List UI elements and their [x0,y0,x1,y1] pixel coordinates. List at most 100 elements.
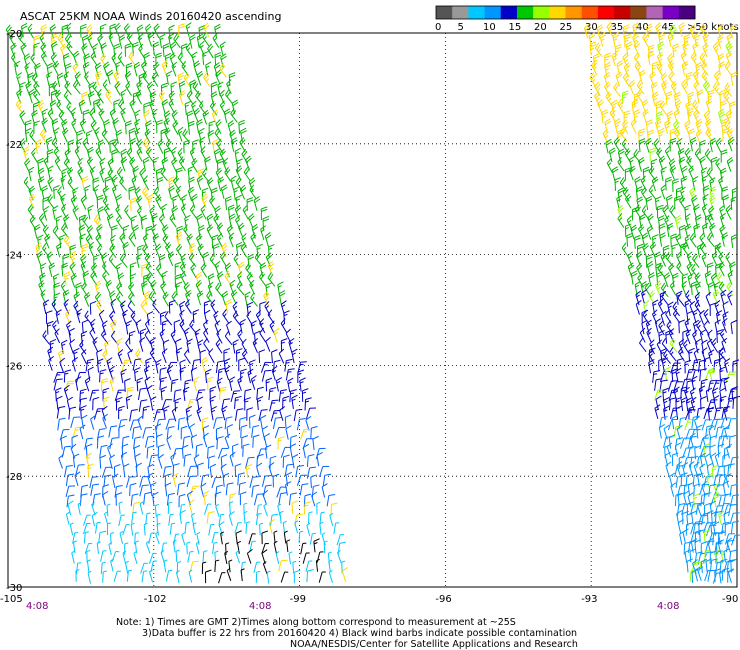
wind-barb [230,108,238,123]
wind-barb [48,356,55,371]
wind-barb [696,320,704,336]
wind-barb [179,261,187,277]
wind-barb [53,185,60,199]
wind-barb [102,490,109,506]
wind-barb [705,291,712,307]
wind-barb [209,195,216,211]
wind-barb [91,262,98,278]
wind-barb [638,213,646,229]
wind-barb [153,23,160,39]
wind-barb [165,569,173,582]
wind-barb [81,175,89,191]
wind-barb [138,43,145,59]
note-line-1: Note: 1) Times are GMT 2)Times along bot… [116,617,516,628]
lat-tick-label: -22 [6,140,22,151]
wind-barb [220,53,227,69]
wind-barb [663,405,670,420]
wind-barb [53,127,60,142]
wind-barb [173,533,180,546]
wind-barb [249,184,257,200]
wind-barb [96,435,105,449]
wind-barb [161,348,168,364]
wind-barb [200,204,207,220]
wind-barb [263,503,268,517]
wind-barb [29,129,38,145]
wind-barb [62,127,69,143]
wind-barb [179,309,185,325]
wind-barb [54,89,62,105]
wind-barb [97,206,105,221]
wind-barb [127,300,136,315]
legend-label: 45 [662,22,675,33]
wind-barb [258,271,267,287]
wind-barb [682,528,689,543]
wind-barb [188,252,197,268]
wind-barb [143,52,151,67]
wind-barb [142,243,150,259]
wind-barb [202,168,210,183]
wind-barb [183,349,191,364]
wind-barb [132,165,140,181]
wind-barb [672,308,681,324]
wind-barb [262,489,269,505]
wind-barbs [5,21,740,584]
legend-swatch [646,6,664,19]
wind-barb [337,550,342,564]
wind-barb [237,540,242,554]
wind-barb [255,570,261,584]
wind-barb [63,90,72,105]
wind-barb [129,262,137,276]
wind-barb [229,451,236,467]
lat-tick-label: -30 [6,583,22,594]
wind-barb [288,492,297,506]
wind-barb [203,300,211,314]
wind-barb [189,423,196,438]
wind-barb [671,272,679,287]
legend-swatch [452,6,469,19]
wind-barb [176,243,183,259]
wind-barb [92,177,100,191]
wind-barb [691,263,699,279]
wind-barb [109,290,116,306]
wind-barb [717,34,724,49]
wind-barb [79,118,87,134]
wind-barb [122,241,130,257]
wind-barb [638,224,645,240]
wind-barb [250,375,257,390]
grid-lines [8,33,737,587]
wind-barb [677,292,686,308]
wind-barb [61,118,68,134]
wind-barb [686,71,693,86]
wind-barb [318,571,326,583]
wind-barb [33,34,40,49]
wind-barb [106,503,111,517]
wind-barb [112,473,119,489]
wind-barb [214,260,221,276]
wind-barb [681,273,689,287]
wind-barb [730,196,738,211]
wind-barb [120,148,128,164]
wind-barb [169,41,177,57]
wind-barb [76,138,83,153]
wind-barb [266,570,271,584]
wind-barb [621,90,629,105]
wind-barb [40,42,47,58]
wind-barb [214,559,220,572]
wind-barb [96,541,101,555]
wind-barb [688,461,695,476]
wind-barb [144,329,152,345]
wind-barb [182,386,190,401]
wind-barb [106,213,114,229]
wind-barb [689,136,697,152]
wind-barb [75,376,82,391]
wind-barb [692,329,698,345]
wind-barb [215,282,223,298]
wind-barb [141,570,148,583]
wind-barb [648,272,655,287]
wind-barb [66,41,74,56]
wind-barb [285,368,295,381]
wind-barb [665,176,672,191]
wind-barb [273,540,278,554]
wind-barb [670,80,678,96]
wind-barb [64,62,72,78]
